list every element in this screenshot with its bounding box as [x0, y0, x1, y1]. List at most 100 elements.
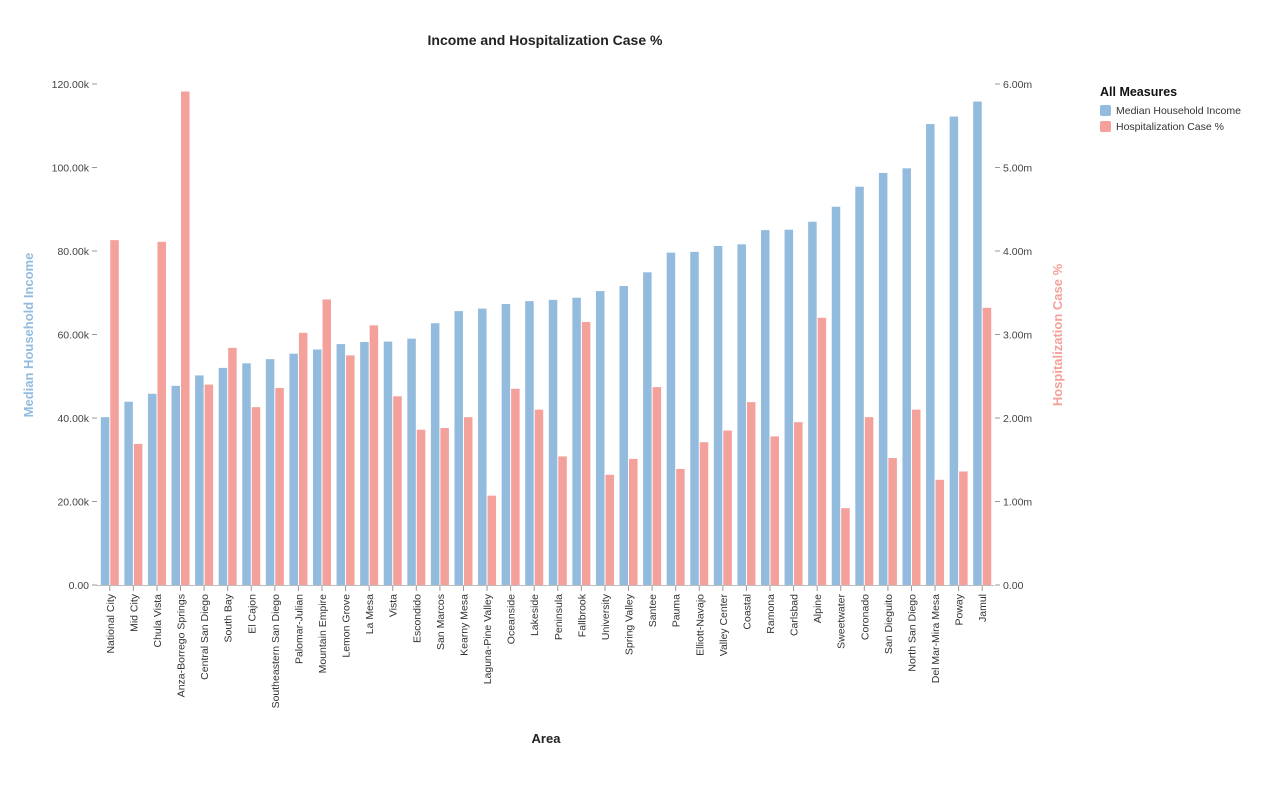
bar-hospitalization-case	[982, 307, 992, 585]
category-label: Del Mar-Mira Mesa	[930, 594, 942, 683]
bar-hospitalization-case	[416, 429, 426, 585]
bar-hospitalization-case	[298, 332, 308, 585]
right-axis-title: Hospitalization Case %	[1050, 263, 1065, 406]
bar-hospitalization-case	[581, 321, 591, 585]
bar-hospitalization-case	[959, 471, 968, 585]
bar-median-household-income	[100, 417, 110, 585]
category-label: National City	[105, 593, 117, 653]
category-label: Vista	[388, 594, 400, 617]
category-label: Santee	[647, 594, 659, 627]
bar-hospitalization-case	[746, 402, 756, 585]
right-tick-label: 1.00m	[1003, 497, 1032, 509]
category-label: Jamul	[977, 594, 989, 622]
bar-median-household-income	[831, 206, 841, 585]
bar-hospitalization-case	[275, 387, 284, 585]
category-label: Lemon Grove	[341, 594, 353, 658]
bar-hospitalization-case	[699, 442, 709, 585]
category-label: South Bay	[223, 593, 235, 642]
legend-swatch-hospitalization	[1100, 121, 1111, 132]
bar-median-household-income	[265, 359, 275, 585]
bar-hospitalization-case	[181, 91, 190, 585]
category-label: San Marcos	[435, 594, 447, 650]
left-axis-title: Median Household Income	[21, 253, 36, 418]
bar-hospitalization-case	[770, 436, 779, 585]
category-label: Ramona	[765, 594, 777, 634]
bar-median-household-income	[690, 251, 699, 585]
bar-median-household-income	[525, 301, 534, 585]
category-label: North San Diego	[906, 594, 918, 672]
bar-median-household-income	[124, 401, 133, 585]
bar-median-household-income	[171, 385, 181, 585]
right-tick-label: 4.00m	[1003, 246, 1032, 258]
x-axis-categories: National City Mid City Chula Vista Anza-Bor…	[105, 586, 989, 708]
bar-hospitalization-case	[629, 458, 638, 585]
bar-hospitalization-case	[935, 479, 945, 585]
bar-hospitalization-case	[652, 387, 662, 585]
category-label: El Cajon	[246, 594, 258, 634]
bar-median-household-income	[289, 353, 298, 585]
right-tick-label: 6.00m	[1003, 79, 1032, 91]
legend-title: All Measures	[1100, 85, 1177, 99]
bar-median-household-income	[454, 311, 463, 585]
bar-median-household-income	[501, 304, 511, 585]
bar-median-household-income	[878, 172, 888, 586]
bar-hospitalization-case	[817, 317, 827, 585]
bar-hospitalization-case	[888, 458, 897, 585]
bar-median-household-income	[147, 393, 157, 585]
category-label: Spring Valley	[624, 593, 636, 655]
category-label: Oceanside	[506, 594, 518, 644]
category-label: Chula Vista	[152, 594, 164, 648]
bar-hospitalization-case	[393, 396, 402, 585]
left-tick-label: 100.00k	[52, 163, 90, 175]
bar-hospitalization-case	[228, 347, 237, 585]
category-label: Carlsbad	[789, 594, 801, 636]
bar-median-household-income	[973, 101, 982, 585]
bar-hospitalization-case	[676, 468, 685, 585]
right-axis: 0.00 1.00m 2.00m 3.00m 4.00m 5.00m 6.00m	[995, 79, 1032, 592]
bar-median-household-income	[761, 230, 770, 585]
category-label: Southeastern San Diego	[270, 594, 282, 709]
left-tick-label: 120.00k	[52, 79, 90, 91]
category-label: Alpine	[812, 594, 824, 623]
right-tick-label: 3.00m	[1003, 330, 1032, 342]
bar-median-household-income	[430, 323, 440, 585]
bar-median-household-income	[360, 342, 369, 585]
bar-hospitalization-case	[723, 430, 732, 585]
category-label: Elliott-Navajo	[694, 594, 706, 656]
bar-median-household-income	[478, 308, 487, 585]
category-label: La Mesa	[364, 594, 376, 634]
bar-hospitalization-case	[534, 409, 544, 585]
right-tick-label: 2.00m	[1003, 413, 1032, 425]
left-tick-label: 0.00	[69, 580, 90, 592]
category-label: Central San Diego	[199, 594, 211, 680]
left-axis: 0.00 20.00k 40.00k 60.00k 80.00k 100.00k 120.0…	[52, 79, 97, 592]
category-label: Anza-Borrego Springs	[176, 594, 188, 697]
bar-hospitalization-case	[794, 422, 803, 585]
bar-median-household-income	[407, 338, 416, 585]
bar-hospitalization-case	[511, 388, 520, 585]
category-label: Mountain Empire	[317, 594, 329, 674]
category-label: Valley Center	[718, 594, 730, 657]
bar-median-household-income	[548, 299, 558, 585]
category-label: San Dieguito	[883, 594, 895, 654]
chart-title: Income and Hospitalization Case %	[428, 32, 663, 48]
category-label: Peninsula	[553, 594, 565, 640]
category-label: Poway	[954, 593, 966, 625]
category-label: Escondido	[411, 594, 423, 643]
bar-median-household-income	[855, 186, 864, 585]
category-label: Coastal	[741, 594, 753, 630]
bar-hospitalization-case	[369, 325, 379, 585]
bar-hospitalization-case	[463, 417, 473, 585]
bar-median-household-income	[595, 291, 605, 585]
bar-hospitalization-case	[133, 443, 143, 585]
category-label: University	[600, 593, 612, 640]
bar-median-household-income	[572, 297, 581, 585]
bar-hospitalization-case	[440, 428, 449, 585]
bar-median-household-income	[713, 245, 723, 586]
bar-hospitalization-case	[346, 355, 355, 585]
right-tick-label: 0.00	[1003, 580, 1024, 592]
left-tick-label: 60.00k	[57, 330, 89, 342]
x-axis-title: Area	[532, 731, 562, 746]
bar-median-household-income	[926, 124, 935, 585]
